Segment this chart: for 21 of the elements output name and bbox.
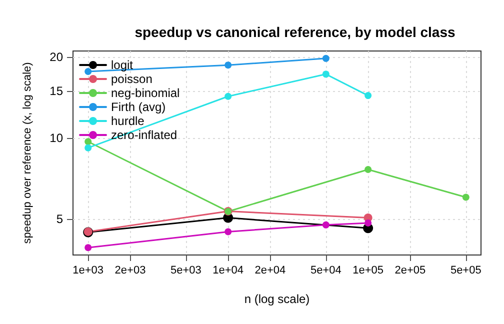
x-tick-label: 5e+04 — [310, 264, 342, 276]
x-tick-label: 2e+05 — [394, 264, 426, 276]
y-tick-label: 5 — [56, 212, 64, 226]
y-tick-label: 20 — [50, 50, 64, 64]
legend-label: logit — [111, 58, 134, 72]
x-tick-label: 1e+05 — [352, 264, 384, 276]
x-tick-label: 2e+04 — [254, 264, 286, 276]
x-axis-title: n (log scale) — [244, 292, 310, 306]
legend-label: Firth (avg) — [111, 100, 166, 114]
legend-label: poisson — [111, 72, 152, 86]
x-tick-label: 2e+03 — [114, 264, 146, 276]
x-tick-label: 5e+03 — [170, 264, 202, 276]
y-axis-title: speedup over reference (x, log scale) — [22, 62, 34, 244]
chart-title: speedup vs canonical reference, by model class — [134, 24, 456, 40]
y-tick-label: 10 — [50, 131, 64, 146]
x-tick-label: 1e+03 — [72, 264, 104, 276]
x-tick-label: 5e+05 — [450, 264, 482, 276]
legend-label: hurdle — [111, 114, 145, 128]
x-tick-label: 1e+04 — [212, 264, 244, 276]
legend-label: neg-binomial — [111, 86, 180, 100]
y-tick-label: 15 — [50, 84, 64, 98]
